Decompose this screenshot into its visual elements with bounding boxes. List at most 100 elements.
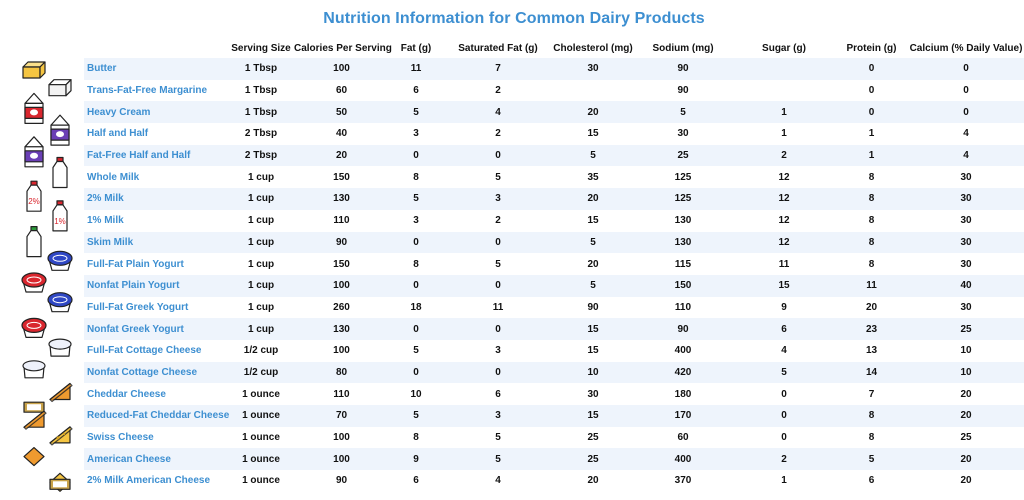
cell-serving-size: 1 cup xyxy=(228,274,294,297)
cell-cholesterol-mg: 15 xyxy=(553,339,633,362)
cell-calories-per-serving: 130 xyxy=(294,318,389,340)
column-header-calcium-pct-daily-value: Calcium (% Daily Value) xyxy=(909,42,1023,54)
cell-serving-size: 1 ounce xyxy=(228,470,294,492)
table-header: Serving Size Calories Per Serving Fat (g) S… xyxy=(84,38,1024,58)
cell-fat-g: 8 xyxy=(389,166,443,189)
cell-calories-per-serving: 100 xyxy=(294,448,389,471)
cell-calories-per-serving: 70 xyxy=(294,405,389,427)
cell-protein-g: 8 xyxy=(835,209,908,232)
product-name: Whole Milk xyxy=(84,166,228,189)
cell-saturated-fat-g: 0 xyxy=(443,318,553,340)
cell-calcium-pct-daily-value: 40 xyxy=(908,274,1024,297)
cell-sodium-mg: 400 xyxy=(633,339,733,362)
cell-sugar-g: 2 xyxy=(733,144,835,167)
product-name: Reduced-Fat Cheddar Cheese xyxy=(84,405,229,427)
cell-cholesterol-mg: 5 xyxy=(553,231,633,254)
cell-calcium-pct-daily-value: 30 xyxy=(908,188,1024,210)
cell-calcium-pct-daily-value: 30 xyxy=(908,231,1024,254)
cell-serving-size: 1 cup xyxy=(228,296,294,319)
cell-sugar-g: 11 xyxy=(733,253,835,275)
product-name: American Cheese xyxy=(84,448,228,471)
cell-serving-size: 1 cup xyxy=(228,209,294,232)
cell-saturated-fat-g: 4 xyxy=(443,101,553,124)
cell-cholesterol-mg: 20 xyxy=(553,188,633,210)
cell-calories-per-serving: 50 xyxy=(294,101,389,124)
cell-cholesterol-mg: 35 xyxy=(553,166,633,189)
cell-fat-g: 5 xyxy=(389,339,443,362)
cell-calories-per-serving: 90 xyxy=(294,231,389,254)
table-row: Full-Fat Plain Yogurt 1 cup 150 8 5 20 115 11 8 3… xyxy=(84,253,1024,275)
cell-protein-g: 11 xyxy=(835,274,908,297)
cell-saturated-fat-g: 4 xyxy=(443,470,553,492)
cell-calories-per-serving: 100 xyxy=(294,339,389,362)
cell-sugar-g xyxy=(733,79,835,102)
table-row: Nonfat Cottage Cheese 1/2 cup 80 0 0 10 420 5 14… xyxy=(84,361,1024,384)
cell-saturated-fat-g: 0 xyxy=(443,144,553,167)
cell-calories-per-serving: 130 xyxy=(294,188,389,210)
cell-cholesterol-mg: 20 xyxy=(553,101,633,124)
1-percent-milk-bottle-icon: 1% xyxy=(52,200,68,232)
table-row: Half and Half 2 Tbsp 40 3 2 15 30 1 1 4 xyxy=(84,123,1024,145)
2-percent-milk-bottle-icon: 2% xyxy=(26,180,42,212)
cell-serving-size: 1/2 cup xyxy=(228,361,294,384)
table-row: 2% Milk 1 cup 130 5 3 20 125 12 8 30 xyxy=(84,188,1024,210)
cell-saturated-fat-g: 5 xyxy=(443,426,553,449)
cell-sugar-g: 12 xyxy=(733,209,835,232)
table-row: Cheddar Cheese 1 ounce 110 10 6 30 180 0 7 20 xyxy=(84,383,1024,405)
cell-saturated-fat-g: 11 xyxy=(443,296,553,319)
table-row: Skim Milk 1 cup 90 0 0 5 130 12 8 30 xyxy=(84,231,1024,254)
product-name: Fat-Free Half and Half xyxy=(84,144,228,167)
cell-cholesterol-mg: 30 xyxy=(553,58,633,80)
cream-carton-icon xyxy=(24,92,44,125)
cell-calories-per-serving: 150 xyxy=(294,253,389,275)
cell-calories-per-serving: 100 xyxy=(294,426,389,449)
table-row: Full-Fat Cottage Cheese 1/2 cup 100 5 3 15 400… xyxy=(84,339,1024,362)
nonfat-plain-yogurt-cup-icon xyxy=(21,272,47,293)
cell-cholesterol-mg: 15 xyxy=(553,405,633,427)
cell-calories-per-serving: 100 xyxy=(294,58,389,80)
cell-fat-g: 0 xyxy=(389,231,443,254)
cell-cholesterol-mg: 15 xyxy=(553,209,633,232)
cell-calcium-pct-daily-value: 30 xyxy=(908,253,1024,275)
product-name: Swiss Cheese xyxy=(84,426,228,449)
column-header-serving-size: Serving Size xyxy=(231,42,291,54)
cell-saturated-fat-g: 5 xyxy=(443,166,553,189)
cell-sugar-g xyxy=(733,58,835,80)
cheddar-cheese-wedge-icon xyxy=(49,382,73,403)
cell-sodium-mg: 150 xyxy=(633,274,733,297)
butter-icon xyxy=(22,61,46,79)
cell-protein-g: 8 xyxy=(835,231,908,254)
cell-sodium-mg: 90 xyxy=(633,79,733,102)
cell-saturated-fat-g: 3 xyxy=(443,339,553,362)
cell-calories-per-serving: 20 xyxy=(294,144,389,167)
product-name: Skim Milk xyxy=(84,231,228,254)
cell-sugar-g: 2 xyxy=(733,448,835,471)
cell-sodium-mg: 370 xyxy=(633,470,733,492)
cell-serving-size: 1 Tbsp xyxy=(228,101,294,124)
column-header-sugar-g: Sugar (g) xyxy=(762,42,806,54)
cell-sugar-g: 6 xyxy=(733,318,835,340)
cell-saturated-fat-g: 6 xyxy=(443,383,553,405)
greek-yogurt-cup-icon xyxy=(47,292,73,313)
cell-cholesterol-mg xyxy=(553,79,633,102)
cell-sodium-mg: 25 xyxy=(633,144,733,167)
cell-saturated-fat-g: 2 xyxy=(443,79,553,102)
cell-protein-g: 8 xyxy=(835,166,908,189)
product-name: 2% Milk xyxy=(84,188,228,210)
cell-protein-g: 8 xyxy=(835,426,908,449)
table-row: Nonfat Greek Yogurt 1 cup 130 0 0 15 90 6 23 25 xyxy=(84,318,1024,340)
nonfat-greek-yogurt-cup-icon xyxy=(21,317,47,338)
cell-calories-per-serving: 110 xyxy=(294,383,389,405)
cell-cholesterol-mg: 15 xyxy=(553,318,633,340)
cell-protein-g: 8 xyxy=(835,253,908,275)
cell-sugar-g: 9 xyxy=(733,296,835,319)
cell-cholesterol-mg: 30 xyxy=(553,383,633,405)
cell-fat-g: 0 xyxy=(389,318,443,340)
cell-cholesterol-mg: 20 xyxy=(553,470,633,492)
cell-sodium-mg: 60 xyxy=(633,426,733,449)
column-header-calories-per-serving: Calories Per Serving xyxy=(294,42,392,54)
cell-sugar-g: 1 xyxy=(733,470,835,492)
cell-sodium-mg: 90 xyxy=(633,318,733,340)
cell-serving-size: 2 Tbsp xyxy=(228,123,294,145)
cell-fat-g: 18 xyxy=(389,296,443,319)
